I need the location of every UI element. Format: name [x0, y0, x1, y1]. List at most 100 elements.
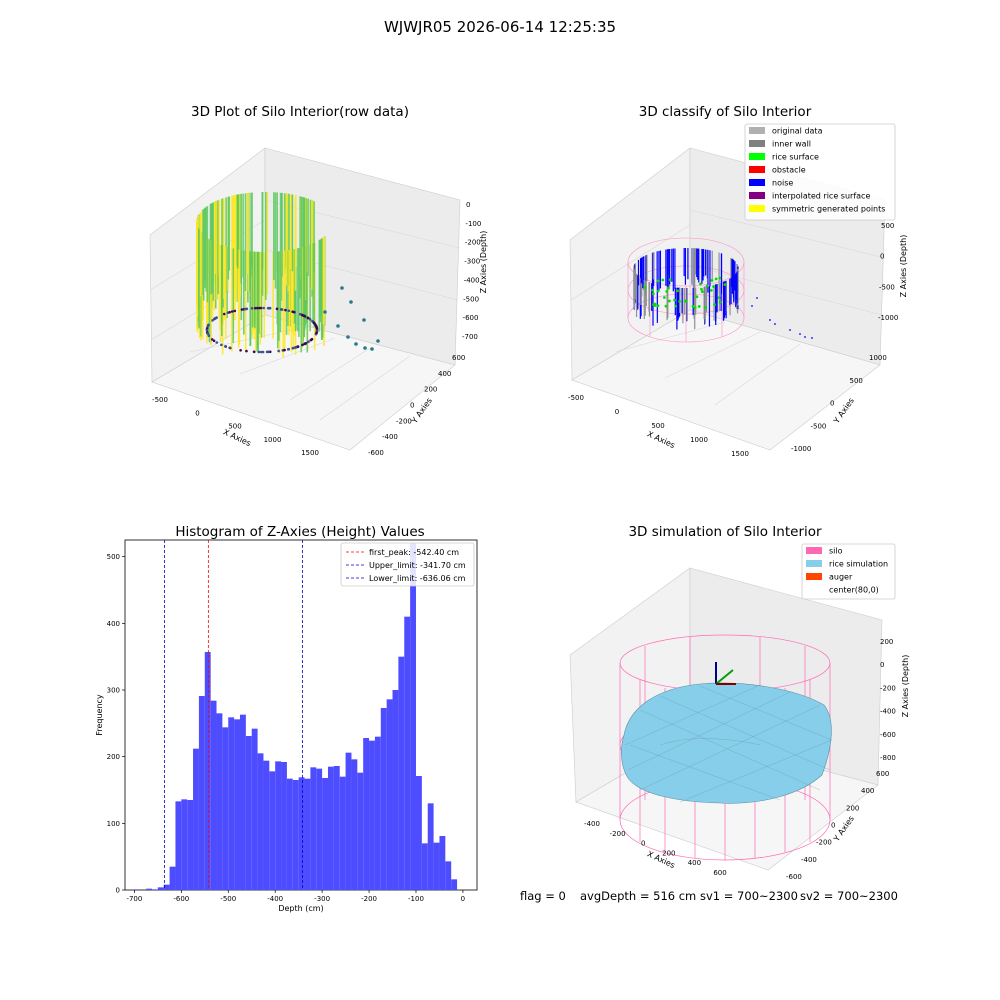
panel1-z-tick: 0	[466, 201, 470, 209]
panel2-legend-label: rice surface	[772, 153, 819, 162]
panel4-x-tick: -400	[584, 820, 600, 828]
panel2-legend-label: noise	[772, 179, 793, 188]
histogram-bar	[263, 760, 270, 890]
panel1-y-tick: 0	[410, 402, 414, 410]
figure-title: WJWJR05 2026-06-14 12:25:35	[383, 18, 617, 36]
panel4-y-tick: 400	[861, 787, 874, 795]
histogram-bar	[198, 696, 205, 890]
panel4-legend: silo rice simulation auger center(80,0)	[801, 543, 896, 600]
histogram-bar	[181, 799, 188, 890]
status-sv2: sv2 = 700~2300	[800, 889, 898, 903]
histogram-bar	[269, 771, 276, 890]
histogram-legend-label: Upper_limit: -341.70 cm	[369, 561, 466, 570]
panel2-x-tick: 0	[615, 408, 619, 416]
histogram-y-tick-label: 0	[116, 887, 120, 895]
panel2-z-tick: 0	[880, 253, 884, 261]
panel4-zlabel: Z Axies (Depth)	[901, 655, 910, 718]
histogram-x-tick-label: 0	[461, 895, 465, 903]
panel1-z-tick: -600	[463, 314, 479, 322]
panel4-title: 3D simulation of Silo Interior	[628, 524, 822, 540]
histogram-bar	[351, 759, 358, 890]
histogram-bar	[281, 762, 287, 890]
histogram-x-tick-label: -700	[126, 895, 142, 903]
panel1-zlabel: Z Axies (Depth)	[479, 231, 488, 294]
histogram-y-tick-label: 300	[107, 687, 120, 695]
panel2-point-cloud	[633, 248, 813, 339]
panel4-z-tick: -200	[880, 684, 896, 692]
panel4-x-tick: 0	[641, 840, 645, 848]
panel2-legend-label: obstacle	[772, 166, 806, 175]
histogram-bar	[404, 616, 411, 890]
panel2-z-tick: -500	[879, 283, 895, 291]
histogram-legend-label: Lower_limit: -636.06 cm	[369, 574, 466, 583]
histogram-x-ticks: -700 -600 -500 -400 -300 -200 -100 0	[126, 890, 465, 903]
histogram-bar	[421, 843, 428, 890]
panel2-zlabel: Z Axies (Depth)	[899, 235, 908, 298]
panel2-x-tick: 500	[651, 422, 664, 430]
panel2-x-tick: 1000	[690, 436, 708, 444]
panel2-y-tick: -500	[811, 422, 827, 430]
panel4-z-tick: -600	[880, 731, 896, 739]
panel4-x-tick: -200	[610, 830, 626, 838]
panel1-y-tick: -200	[396, 417, 412, 425]
panel2-y-tick: 0	[830, 400, 834, 408]
panel1-y-tick: -600	[368, 449, 384, 457]
histogram-bar	[380, 708, 387, 890]
histogram-bar	[439, 836, 446, 890]
histogram-bar	[257, 753, 264, 890]
histogram-legend-label: first_peak: -542.40 cm	[369, 548, 459, 557]
panel4-y-tick: 200	[846, 804, 859, 812]
histogram-bar	[245, 736, 252, 890]
panel2-legend-label: symmetric generated points	[772, 205, 885, 214]
panel4-z-tick: 200	[880, 638, 893, 646]
histogram-bar	[134, 889, 141, 890]
histogram-bar	[392, 690, 399, 890]
panel4-y-tick: 0	[831, 822, 835, 830]
histogram-bar	[298, 777, 305, 890]
histogram-y-tick-label: 500	[107, 553, 120, 561]
histogram-bar	[415, 776, 422, 890]
panel4-x-tick: 200	[662, 849, 675, 857]
panel1-y-tick: -400	[382, 433, 398, 441]
histogram-bar	[369, 740, 375, 890]
panel2-y-tick: -1000	[791, 445, 811, 453]
panel4-legend-label: silo	[829, 547, 843, 556]
histogram-bar	[357, 772, 364, 890]
panel2-xlabel: X Axies	[646, 429, 677, 450]
panel1-z-tick: -400	[464, 276, 480, 284]
panel4-legend-label: rice simulation	[829, 560, 888, 569]
panel4-z-tick: -800	[880, 754, 896, 762]
panel1-xlabel: X Axies	[222, 427, 253, 448]
histogram-bars	[134, 543, 458, 890]
panel4-y-tick: -200	[816, 839, 832, 847]
histogram-bar	[157, 887, 164, 890]
histogram-vlines	[163, 540, 303, 890]
panel2-z-tick: -1000	[878, 314, 898, 322]
histogram-x-tick-label: -600	[173, 895, 189, 903]
histogram-x-tick-label: -500	[220, 895, 236, 903]
histogram-x-tick-label: -100	[408, 895, 424, 903]
histogram-x-tick-label: -200	[361, 895, 377, 903]
histogram-y-tick-label: 400	[107, 620, 120, 628]
panel4-legend-label: auger	[829, 573, 853, 582]
histogram-bar	[292, 780, 299, 890]
histogram-bar	[333, 766, 340, 890]
histogram-bar	[210, 700, 217, 890]
panel1-x-tick: 1500	[301, 449, 319, 457]
panel2-title: 3D classify of Silo Interior	[638, 104, 812, 120]
panel2-legend-label: original data	[772, 127, 823, 136]
histogram-bar	[310, 767, 317, 890]
histogram-bar	[193, 748, 199, 890]
panel1-y-tick: 400	[438, 370, 451, 378]
panel1-y-tick: 600	[452, 354, 465, 362]
histogram-ylabel: Frequency	[95, 694, 104, 736]
panel4-y-tick: 600	[876, 770, 889, 778]
panel1-3d-scatter	[149, 147, 461, 451]
panel3-histogram: -700 -600 -500 -400 -300 -200 -100 0 0 100 200 300…	[95, 539, 478, 913]
panel2-legend-label: interpolated rice surface	[772, 192, 870, 201]
histogram-bar	[410, 543, 416, 890]
histogram-bar	[275, 761, 282, 890]
histogram-legend: first_peak: -542.40 cm Upper_limit: -341.…	[340, 542, 475, 587]
panel2-y-tick: 500	[850, 377, 863, 385]
panel4-x-tick: 600	[713, 869, 726, 877]
